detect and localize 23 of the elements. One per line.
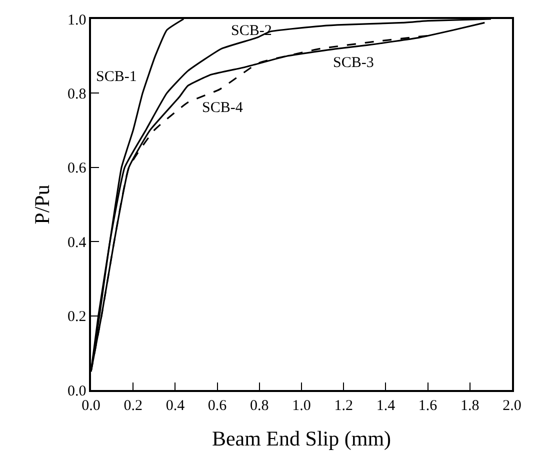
x-tick-label: 0.0 — [82, 398, 100, 414]
series-label: SCB-3 — [333, 55, 374, 71]
series-label: SCB-4 — [202, 100, 244, 116]
x-tick-label: 1.4 — [376, 398, 396, 414]
x-tick-label: 0.8 — [250, 398, 269, 414]
y-tick-label: 0.2 — [68, 309, 86, 326]
y-tick-label: 0.0 — [68, 383, 86, 400]
y-tick-label: 0.4 — [68, 234, 87, 251]
series-label: SCB-1 — [96, 69, 137, 85]
y-tick-label: 0.6 — [68, 160, 87, 177]
y-tick-label: 0.8 — [68, 86, 86, 102]
y-axis-title: P/Pu — [30, 184, 54, 224]
x-tick-label: 1.6 — [418, 398, 438, 414]
x-tick-label: 1.2 — [334, 398, 353, 414]
y-tick-label: 1.0 — [68, 12, 86, 28]
x-tick-label: 2.0 — [502, 398, 522, 414]
x-tick-label: 1.8 — [460, 398, 480, 414]
x-axis-title: Beam End Slip (mm) — [212, 426, 392, 450]
x-tick-label: 1.0 — [292, 398, 311, 414]
x-tick-label: 0.4 — [166, 398, 186, 414]
x-tick-label: 0.6 — [208, 398, 228, 414]
series-label: SCB-2 — [231, 23, 272, 39]
x-tick-label: 0.2 — [124, 398, 142, 414]
